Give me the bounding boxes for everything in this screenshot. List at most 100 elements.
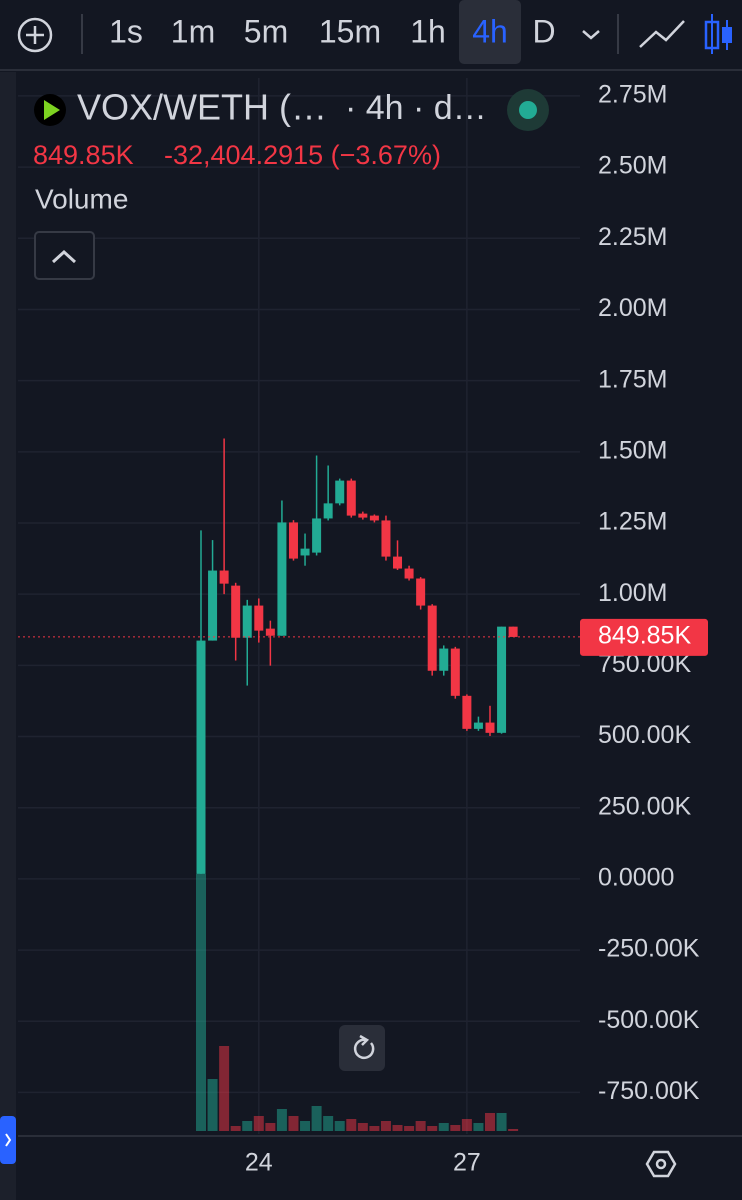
candle-series (18, 438, 580, 874)
candle-body (439, 648, 449, 671)
candle-body (300, 548, 310, 556)
candle-body (208, 570, 218, 641)
line-chart-icon[interactable] (639, 20, 685, 48)
collapse-icon (51, 249, 77, 264)
candle-body (288, 522, 298, 559)
volume-bar (461, 1119, 472, 1131)
y-tick-label: 2.25M (598, 223, 667, 251)
volume-bar (265, 1123, 276, 1131)
candle-body (381, 520, 391, 557)
candle-body (485, 722, 495, 733)
candle-body (346, 480, 356, 516)
interval-button[interactable]: 4h (472, 13, 508, 49)
volume-bar (207, 1079, 218, 1131)
volume-bar (485, 1113, 495, 1131)
interval-button[interactable]: 1m (171, 13, 215, 49)
volume-legend[interactable]: Volume (35, 183, 128, 214)
interval-button[interactable]: 5m (244, 13, 288, 49)
y-tick-label: 1.75M (598, 365, 667, 393)
legend: VOX/WETH (… · 4h · d… 849.85K -32,404.29… (33, 87, 549, 280)
candle-body (462, 695, 472, 729)
candle-body (497, 626, 507, 733)
intervals: 1s 1m 5m 15m 1h 4h D (109, 13, 555, 49)
symbol-title[interactable]: VOX/WETH (… (77, 87, 327, 128)
volume-bar (288, 1116, 299, 1131)
candle-body (242, 605, 252, 638)
last-price: 849.85K (33, 140, 134, 170)
side-toggle[interactable] (0, 1116, 16, 1164)
volume-bar (427, 1126, 438, 1131)
volume-bar (380, 1121, 391, 1131)
toolbar: 1s 1m 5m 15m 1h 4h D (0, 0, 742, 68)
volume-bar (496, 1113, 507, 1131)
candle-body (427, 605, 437, 671)
volume-bar (369, 1126, 380, 1131)
volume-bar (473, 1123, 484, 1131)
candle-body (358, 513, 368, 518)
candle-body (335, 480, 345, 504)
symbol-logo-mark (44, 100, 60, 120)
candle-body (277, 522, 287, 636)
volume-bar (276, 1109, 287, 1131)
price-change: -32,404.2915 (−3.67%) (164, 140, 441, 170)
grid (18, 78, 580, 1134)
volume-bar (242, 1121, 253, 1131)
volume-bar (196, 874, 206, 1131)
x-tick-label: 27 (453, 1149, 481, 1177)
volume-bar (323, 1116, 334, 1131)
candle-body (416, 578, 426, 606)
interval-dropdown[interactable] (582, 30, 600, 40)
candle-body (508, 626, 518, 637)
candle-body (312, 518, 322, 553)
settings-button[interactable] (645, 1150, 677, 1178)
candle-chart-icon[interactable] (704, 14, 732, 54)
y-tick-label: 2.50M (598, 152, 667, 180)
y-tick-label: -500.00K (598, 1006, 700, 1034)
volume-bar (415, 1121, 426, 1131)
volume-bar (311, 1106, 322, 1131)
time-axis: 24 27 (245, 1149, 481, 1177)
y-tick-label: 1.25M (598, 508, 667, 536)
y-tick-label: 500.00K (598, 721, 691, 749)
left-panel (0, 72, 16, 1200)
candle-body (219, 570, 229, 584)
candle-body (231, 585, 241, 638)
volume-bar (404, 1126, 415, 1131)
y-tick-label: 1.50M (598, 436, 667, 464)
volume-bar (392, 1125, 403, 1131)
last-price-tag-label: 849.85K (598, 622, 691, 650)
y-tick-label: 2.00M (598, 294, 667, 322)
candle-body (393, 556, 403, 569)
status-dot (519, 101, 537, 119)
active-interval-bg (459, 0, 521, 64)
volume-series (196, 874, 519, 1131)
last-price-tag (580, 618, 708, 656)
interval-button[interactable]: 1s (109, 13, 143, 49)
volume-bar (450, 1125, 461, 1131)
add-button[interactable] (17, 17, 53, 53)
volume-bar (346, 1119, 357, 1131)
volume-bar (438, 1123, 449, 1131)
interval-button[interactable]: 1h (410, 13, 446, 49)
volume-bar (334, 1121, 345, 1131)
y-tick-label: 250.00K (598, 792, 691, 820)
symbol-subtitle: · 4h · d… (345, 89, 487, 127)
reset-button[interactable] (339, 1025, 385, 1071)
interval-button[interactable]: 15m (319, 13, 381, 49)
candle-body (265, 628, 275, 636)
volume-bar (357, 1123, 368, 1131)
y-tick-label: 1.00M (598, 579, 667, 607)
y-tick-label: -750.00K (598, 1077, 700, 1105)
volume-bar (253, 1116, 264, 1131)
y-tick-label: 0.0000 (598, 864, 674, 892)
candle-body (404, 568, 414, 579)
side-toggle-icon (5, 1133, 12, 1147)
candle-body (369, 515, 379, 521)
candle-body (450, 648, 460, 696)
interval-button[interactable]: D (532, 13, 555, 49)
y-tick-label: -250.00K (598, 935, 700, 963)
collapse-legend[interactable] (34, 231, 95, 280)
volume-bar (508, 1129, 519, 1131)
